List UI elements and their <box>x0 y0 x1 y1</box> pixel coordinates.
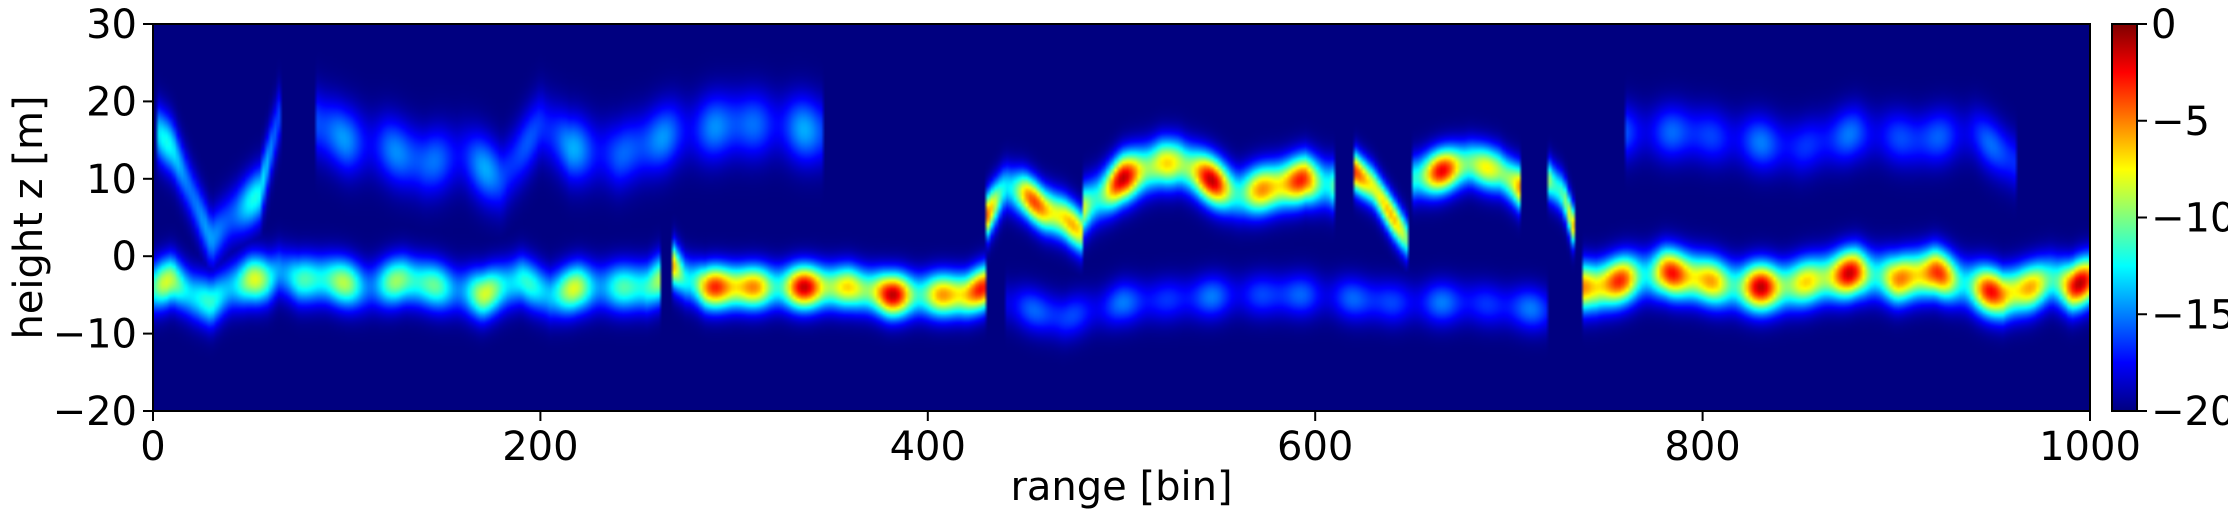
y-tick-label: 0 <box>112 234 137 280</box>
x-tick-label: 400 <box>890 424 966 470</box>
colorbar: 0 −5 −10 −15 −20 <box>2111 2 2228 435</box>
y-tick-label: 30 <box>86 2 137 48</box>
x-tick-label: 800 <box>1664 424 1740 470</box>
heatmap-area <box>152 23 2091 412</box>
heatmap-image <box>153 24 2090 411</box>
x-axis-label: range [bin] <box>1010 464 1232 510</box>
x-tick-label: 600 <box>1277 424 1353 470</box>
y-tick-label: −10 <box>53 312 137 358</box>
colorbar-tick-label: 0 <box>2151 2 2176 48</box>
colorbar-tick-label: −15 <box>2151 292 2228 338</box>
colorbar-tick-label: −5 <box>2151 99 2210 145</box>
colorbar-tick-label: −10 <box>2151 196 2228 242</box>
x-tick-label: 0 <box>140 424 165 470</box>
colorbar-gradient <box>2111 23 2138 412</box>
y-axis-label: height z [m] <box>6 95 52 339</box>
colorbar-tick-label: −20 <box>2151 389 2228 435</box>
colorbar-axis: 0 −5 −10 −15 −20 <box>2137 2 2228 435</box>
x-tick-label: 200 <box>502 424 578 470</box>
plot-frame <box>152 23 2091 412</box>
y-axis: −20 −10 0 10 20 30 <box>53 2 153 435</box>
x-axis: 0 200 400 600 800 1000 <box>140 411 2141 470</box>
y-tick-label: 10 <box>86 157 137 203</box>
x-tick-label: 1000 <box>2039 424 2141 470</box>
y-tick-label: 20 <box>86 79 137 125</box>
y-tick-label: −20 <box>53 389 137 435</box>
